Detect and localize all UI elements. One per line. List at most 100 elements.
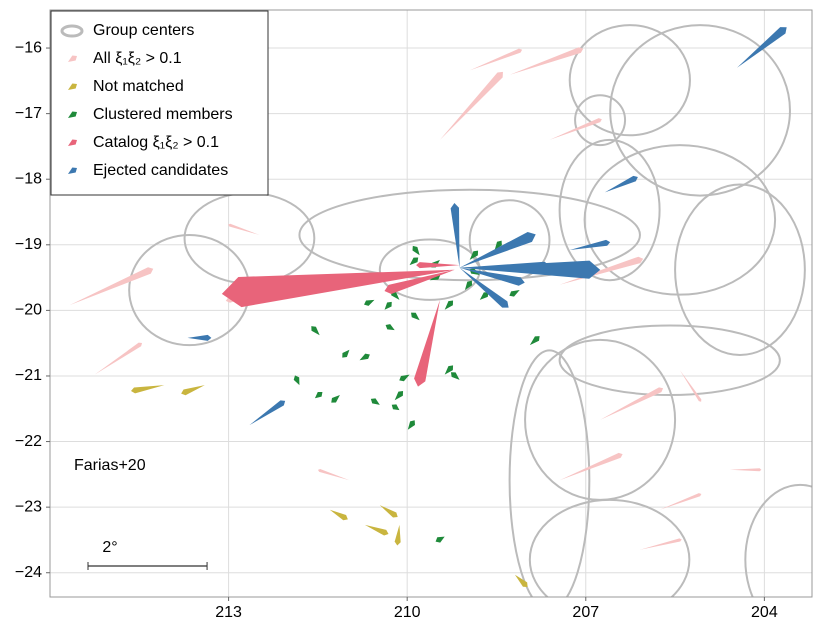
arrow — [399, 374, 410, 382]
group-ellipse — [744, 483, 812, 597]
arrow — [181, 385, 205, 396]
arrow — [416, 262, 460, 269]
y-tick-label: −20 — [15, 302, 42, 319]
arrow — [228, 223, 260, 235]
arrow — [469, 250, 479, 260]
arrow — [494, 240, 502, 251]
arrow — [379, 505, 398, 518]
legend-label: Clustered members — [93, 106, 233, 123]
group-ellipse — [583, 144, 777, 296]
arrow — [450, 203, 460, 268]
arrow — [459, 267, 525, 286]
arrow — [450, 372, 460, 380]
y-tick-label: −24 — [15, 564, 42, 581]
arrow — [130, 385, 165, 394]
overlay: Farias+20 2° — [74, 457, 208, 570]
arrow — [69, 267, 154, 306]
y-tick-label: −23 — [15, 498, 42, 515]
arrow — [414, 299, 440, 387]
legend-box — [50, 10, 269, 196]
legend-marker — [68, 139, 77, 146]
arrow — [549, 118, 602, 140]
legend-marker — [68, 55, 77, 62]
arrow — [569, 239, 611, 251]
arrow — [394, 524, 401, 546]
arrow — [444, 365, 454, 375]
arrow — [384, 301, 392, 310]
group-ellipse — [378, 238, 481, 301]
arrow — [435, 536, 445, 543]
legend-label: Ejected candidates — [93, 162, 228, 179]
x-tick-label: 213 — [215, 604, 242, 621]
legend-label: Not matched — [93, 78, 184, 95]
arrow — [604, 175, 638, 193]
arrow — [639, 538, 682, 550]
arrow — [364, 299, 375, 306]
arrow — [364, 524, 389, 536]
arrow — [407, 420, 415, 430]
group-ellipse — [609, 24, 791, 197]
annotation: Farias+20 — [74, 457, 146, 474]
x-tick-label: 210 — [394, 604, 421, 621]
scale-bar-label: 2° — [102, 539, 117, 556]
arrow — [514, 574, 528, 588]
arrow — [311, 326, 320, 336]
arrow — [411, 312, 420, 321]
y-tick-label: −19 — [15, 236, 42, 253]
y-tick-label: −22 — [15, 433, 42, 450]
arrow — [509, 47, 584, 75]
arrow — [729, 468, 762, 472]
arrow — [479, 292, 489, 300]
arrow — [459, 261, 552, 274]
arrow — [317, 468, 350, 481]
legend-marker — [60, 24, 84, 38]
arrow — [249, 400, 286, 426]
arrow — [459, 267, 509, 308]
arrow — [94, 342, 143, 375]
arrow — [329, 509, 348, 521]
arrow — [469, 48, 523, 71]
legend-marker — [68, 167, 77, 174]
group-ellipse — [558, 138, 661, 282]
arrow — [439, 71, 503, 140]
arrow — [391, 404, 400, 411]
arrow — [370, 398, 380, 405]
group-ellipse — [574, 94, 627, 147]
arrow — [459, 232, 536, 268]
legend: Group centers All ξ₁ξ₂ > 0.1 Not matched Cl… — [50, 10, 269, 196]
arrow — [444, 300, 454, 310]
arrow — [342, 349, 350, 358]
axes-frame — [49, 9, 813, 598]
legend-marker — [68, 111, 77, 118]
arrow — [679, 370, 702, 402]
arrow — [359, 353, 370, 361]
x-tick-label: 207 — [572, 604, 599, 621]
arrow — [559, 452, 623, 481]
y-tick-label: −17 — [15, 105, 42, 122]
arrow — [409, 257, 419, 266]
y-tick-label: −16 — [15, 39, 42, 56]
arrow — [529, 336, 540, 346]
x-tick-label: 204 — [751, 604, 778, 621]
group-ellipse — [508, 349, 591, 597]
group-ellipse — [558, 324, 781, 396]
arrow — [600, 387, 664, 420]
legend-marker — [68, 83, 77, 90]
arrow — [221, 269, 455, 308]
arrow — [293, 375, 300, 386]
arrow — [314, 392, 323, 399]
arrow — [736, 27, 787, 68]
arrow — [412, 245, 420, 256]
y-tick-label: −18 — [15, 170, 42, 187]
arrow — [331, 394, 340, 403]
arrow — [659, 493, 702, 510]
group-ellipse — [528, 498, 691, 597]
y-tick-label: −21 — [15, 367, 42, 384]
legend-label: Catalog ξ₁ξ₂ > 0.1 — [93, 134, 219, 151]
group-ellipse — [298, 188, 641, 282]
arrow — [187, 334, 212, 341]
group-ellipse — [674, 183, 806, 356]
arrow — [385, 324, 395, 331]
legend-label: Group centers — [93, 22, 194, 39]
